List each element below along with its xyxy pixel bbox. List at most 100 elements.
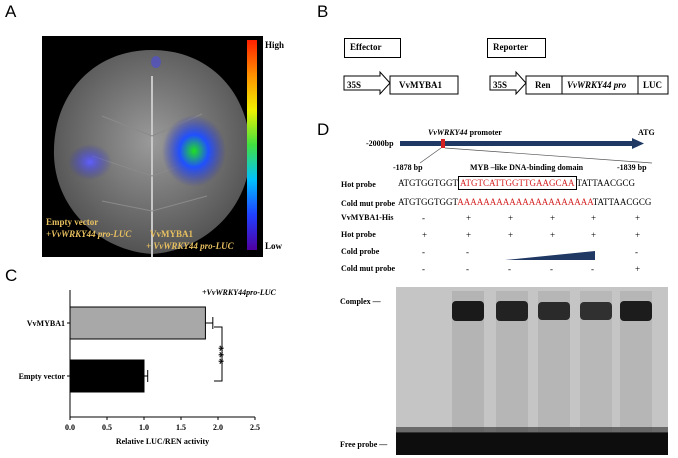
reporter-title-box <box>487 38 546 58</box>
row-label: Hot probe <box>341 230 376 239</box>
promoter-bar <box>400 141 632 146</box>
x-axis-label: Relative LUC/REN activity <box>116 437 209 446</box>
effector-gene-label: VvMYBA1 <box>399 80 442 90</box>
lane-cell: - <box>422 247 425 257</box>
promoter-start-pos: -2000bp <box>366 139 394 148</box>
hot-seq-motif: ATGTCATTGGTTGAAGCAA <box>458 176 577 190</box>
significance-stars: *** <box>212 345 227 365</box>
lane-cell: - <box>466 264 469 274</box>
x-tick-label-0: 0.0 <box>65 423 75 432</box>
lane-cell: - <box>635 247 638 257</box>
free-probe-band <box>396 427 668 455</box>
bar-1 <box>69 359 145 393</box>
effector-title: Effector <box>350 42 382 52</box>
left-label-line1: Empty vector <box>46 217 99 227</box>
domain-label: MYB –like DNA-binding domain <box>470 163 584 172</box>
atg-label: ATG <box>638 128 655 137</box>
lane-cell: + <box>635 264 641 274</box>
position-right: -1839 bp <box>617 163 647 172</box>
x-tick-label-4: 2.0 <box>213 423 223 432</box>
row-label: Cold probe <box>341 247 380 256</box>
bar-0 <box>69 306 206 340</box>
lane-cell: + <box>466 230 472 240</box>
lane-cell: - <box>550 264 553 274</box>
reporter-luc-box <box>637 75 669 95</box>
scale-low-label: Low <box>265 241 283 251</box>
effector-promoter-label: 35S <box>347 80 362 90</box>
x-tick-label-2: 1.0 <box>139 423 149 432</box>
right-label-line2: + VvWRKY44 pro-LUC <box>146 241 234 251</box>
lane-cell: + <box>466 213 472 223</box>
reporter-luc-label: LUC <box>643 80 663 90</box>
binding-site-marker <box>441 139 445 148</box>
reporter-title: Reporter <box>493 42 528 52</box>
lane-cell: + <box>635 230 641 240</box>
lane-cell: + <box>422 230 428 240</box>
construct-diagram <box>343 70 669 96</box>
emsa-condition-table: VvMYBA1-His - + + + + + Hot probe + + + + + + Cold pro… <box>340 213 670 283</box>
lane-cell: - <box>466 247 469 257</box>
reporter-promoter-label: 35S <box>493 80 508 90</box>
right-label-line1: VvMYBA1 <box>150 229 193 239</box>
color-scale-bar <box>247 40 257 250</box>
leaf-image <box>53 50 251 257</box>
effector-promoter-arrow <box>343 70 391 96</box>
panel-b-letter: B <box>317 2 329 21</box>
gel-image <box>396 287 668 455</box>
lane-cell: + <box>635 213 641 223</box>
lane-cell: - <box>422 213 425 223</box>
x-tick-label-3: 1.5 <box>176 423 186 432</box>
cold-seq-pre: ATGTGGTGGT <box>398 197 458 207</box>
reporter-promoter-arrow <box>489 70 527 96</box>
emsa-gel <box>396 287 668 455</box>
scale-high-label: High <box>265 40 285 50</box>
hot-probe-row-label: Hot probe <box>341 180 376 189</box>
zoom-line-left <box>419 147 442 164</box>
complex-bands <box>452 301 652 321</box>
lane-cell: + <box>550 213 556 223</box>
lane-cell: - <box>422 264 425 274</box>
bar-chart: VvMYBA1 Empty vector 0.0 0.5 1.0 1.5 2.0 2.5 Rel… <box>19 290 260 446</box>
hot-probe-sequence: ATGTGGTGGT ATGTCATTGGTTGAAGCAA TATTAACGCG <box>398 176 636 190</box>
cold-probe-sequence: ATGTGGTGGTAAAAAAAAAAAAAAAAAAAAATATTAACGC… <box>398 197 651 207</box>
x-tick-label-1: 0.5 <box>102 423 112 432</box>
cold-seq-post: TATTAACGCG <box>592 197 652 207</box>
row-label: Cold mut probe <box>341 264 396 273</box>
category-label-0: VvMYBA1 <box>27 319 65 328</box>
lane-cell: + <box>550 230 556 240</box>
x-tick-label-5: 2.5 <box>250 423 260 432</box>
panel-a-letter: A <box>5 2 17 21</box>
lane-cell: - <box>591 264 594 274</box>
left-label-line2: +VvWRKY44 pro-LUC <box>46 229 132 239</box>
complex-label: Complex — <box>340 297 381 306</box>
row-label: VvMYBA1-His <box>341 213 394 222</box>
lane-cell: + <box>591 230 597 240</box>
luciferase-image: Empty vector +VvWRKY44 pro-LUC VvMYBA1 +… <box>42 36 263 257</box>
free-probe-label: Free probe — <box>340 440 388 449</box>
position-left: -1878 bp <box>393 163 423 172</box>
significance-bracket <box>214 326 223 382</box>
reporter-ren-label: Ren <box>535 80 551 90</box>
hot-seq-pre: ATGTGGTGGT <box>398 178 458 188</box>
promoter-arrowhead <box>632 138 644 149</box>
effector-title-box <box>344 38 401 58</box>
promoter-title: VvWRKY44 promoter <box>428 128 502 137</box>
hot-seq-post: TATTAACGCG <box>576 178 636 188</box>
promoter-suffix: promoter <box>467 128 502 137</box>
cold-probe-row-label: Cold mut probe <box>341 199 396 208</box>
zoom-line-right <box>444 147 653 164</box>
lane-cell: + <box>591 213 597 223</box>
lane-cell: - <box>508 264 511 274</box>
promoter-diagram <box>400 138 653 164</box>
chart-legend: +VvWRKY44pro-LUC <box>202 288 276 297</box>
panel-c-letter: C <box>5 266 18 285</box>
effector-gene-box <box>389 75 459 95</box>
category-label-1: Empty vector <box>19 372 66 381</box>
panel-d-letter: D <box>317 120 330 139</box>
lane-cell: + <box>508 230 514 240</box>
lane-cell: + <box>508 213 514 223</box>
promoter-gene-name: VvWRKY44 <box>428 128 468 137</box>
cold-seq-motif: AAAAAAAAAAAAAAAAAAAAA <box>457 197 593 207</box>
reporter-pro-label: VvWRKY44 pro <box>567 80 627 90</box>
cold-probe-gradient <box>505 251 595 260</box>
